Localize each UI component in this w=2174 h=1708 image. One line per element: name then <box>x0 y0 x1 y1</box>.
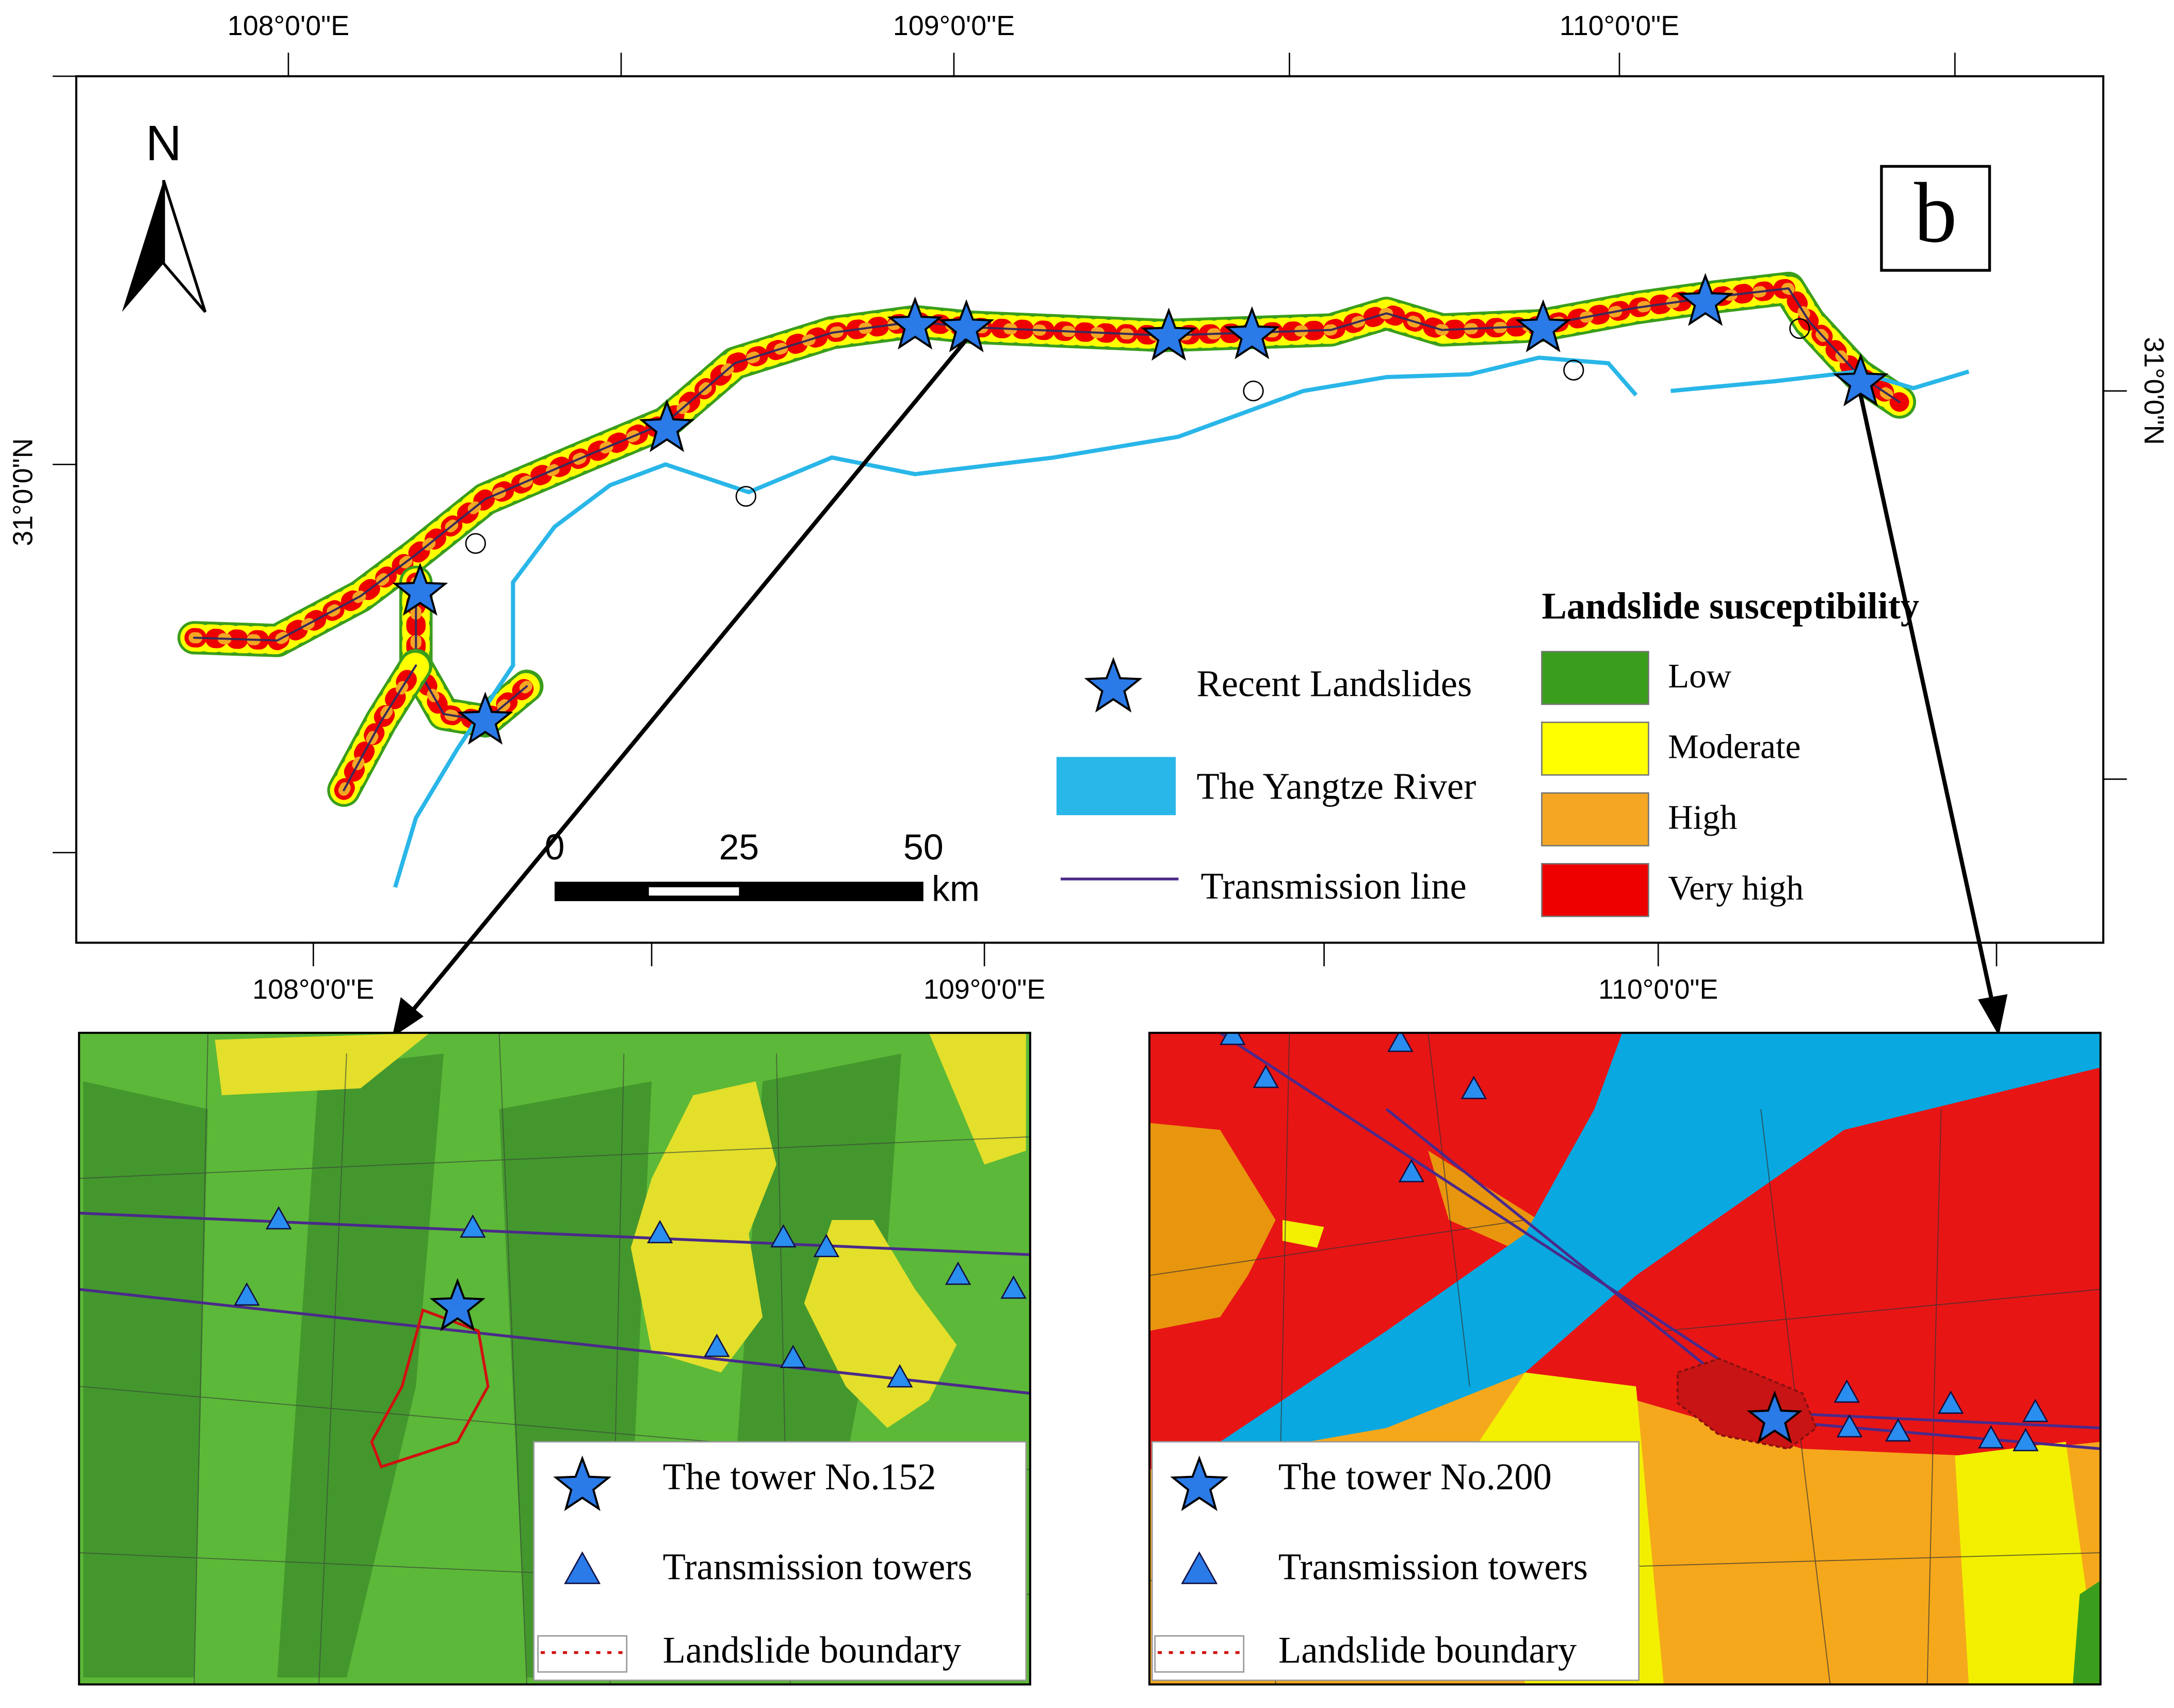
legend-label: The tower No.152 <box>663 1456 936 1498</box>
lon-label: 108°0'0"E <box>252 974 374 1005</box>
tower <box>2013 1428 2039 1452</box>
tower <box>770 1224 797 1248</box>
landslide-star <box>639 399 695 452</box>
lon-label: 108°0'0"E <box>228 10 349 41</box>
legend-swatch <box>1541 792 1649 847</box>
tower <box>1461 1076 1487 1099</box>
legend-boundary <box>1154 1635 1245 1673</box>
landslide-star <box>1141 307 1197 361</box>
landslide-star <box>1224 306 1280 360</box>
landslide-star <box>1515 299 1571 352</box>
landslide-star <box>1677 273 1733 326</box>
north-arrow <box>122 180 164 312</box>
legend-title: Landslide susceptibility <box>1542 585 1920 627</box>
lon-label: 109°0'0"E <box>893 10 1015 41</box>
tower <box>945 1261 971 1285</box>
tower <box>1977 1425 2004 1449</box>
tower-200 <box>1746 1390 1803 1444</box>
tower <box>704 1333 730 1357</box>
legend-label: Very high <box>1668 868 1804 907</box>
tower <box>460 1214 486 1238</box>
panel-label: b <box>1914 166 1957 261</box>
transmission-line <box>343 664 417 791</box>
legend-label: Landslide boundary <box>663 1629 961 1671</box>
tower <box>1398 1159 1425 1182</box>
legend-label: The Yangtze River <box>1196 766 1476 807</box>
settlements <box>465 318 1810 554</box>
tower <box>1834 1379 1860 1403</box>
susceptibility-legend: Low Moderate High Very high <box>1541 650 1804 917</box>
lon-label: 110°0'0"E <box>1560 10 1679 41</box>
legend-label: High <box>1668 798 1737 836</box>
tower <box>1000 1275 1027 1299</box>
tower-152 <box>429 1278 485 1331</box>
callout-arrows <box>392 338 2008 1038</box>
landslide-star <box>1832 353 1889 406</box>
landslide-star <box>457 691 513 745</box>
legend-star <box>553 1455 612 1511</box>
tower <box>234 1282 260 1306</box>
legend-tower <box>1181 1551 1218 1584</box>
tower <box>1885 1418 1911 1442</box>
scale-label: 25 <box>719 827 759 867</box>
landslide-stars <box>392 273 1889 745</box>
legend-label: Transmission towers <box>663 1546 972 1588</box>
legend-swatch <box>1541 650 1649 705</box>
tower <box>2022 1398 2049 1422</box>
legend-swatch <box>1541 863 1649 917</box>
tower <box>646 1219 673 1244</box>
tower <box>780 1344 806 1369</box>
landslide-star <box>887 296 943 350</box>
lon-label: 110°0'0"E <box>1598 974 1718 1005</box>
river <box>393 355 1638 888</box>
scale-unit: km <box>932 869 980 909</box>
north-arrow <box>162 180 207 313</box>
inset-frame <box>1148 1032 2102 1686</box>
scale-bar <box>555 882 923 901</box>
tower <box>1387 1033 1414 1052</box>
tower <box>886 1364 913 1388</box>
tower <box>265 1206 292 1230</box>
landslide-star <box>392 562 448 616</box>
legend-label: The tower No.200 <box>1278 1456 1552 1498</box>
legend-tower <box>564 1551 601 1584</box>
legend-boundary <box>537 1635 628 1673</box>
legend-label: Transmission line <box>1200 865 1466 907</box>
north-label: N <box>145 115 182 171</box>
scale-label: 50 <box>903 827 944 867</box>
lat-label: 31°0'0"N <box>8 438 39 546</box>
tower <box>813 1233 840 1258</box>
legend-river <box>1056 757 1176 816</box>
inset-frame <box>78 1032 1031 1686</box>
legend-star <box>1170 1455 1229 1511</box>
legend-label: Landslide boundary <box>1278 1629 1577 1671</box>
tower <box>1938 1390 1964 1414</box>
graticule-ticks <box>53 53 2127 967</box>
legend-swatch <box>1541 721 1649 776</box>
inset-legend-symbols <box>537 1455 1245 1673</box>
legend-label: Low <box>1668 656 1732 695</box>
legend-label: Transmission towers <box>1278 1546 1588 1588</box>
legend-label: Recent Landslides <box>1196 663 1472 705</box>
transmission-line <box>415 581 528 722</box>
legend-star <box>1084 657 1143 713</box>
lat-label: 31°0'0"N <box>2138 337 2169 445</box>
legend-star <box>1084 657 1143 713</box>
panel-box <box>1880 165 1991 272</box>
tower <box>1253 1064 1279 1088</box>
lon-label: 109°0'0"E <box>923 974 1045 1005</box>
legend-label: Moderate <box>1668 727 1800 766</box>
tower <box>1836 1414 1863 1438</box>
